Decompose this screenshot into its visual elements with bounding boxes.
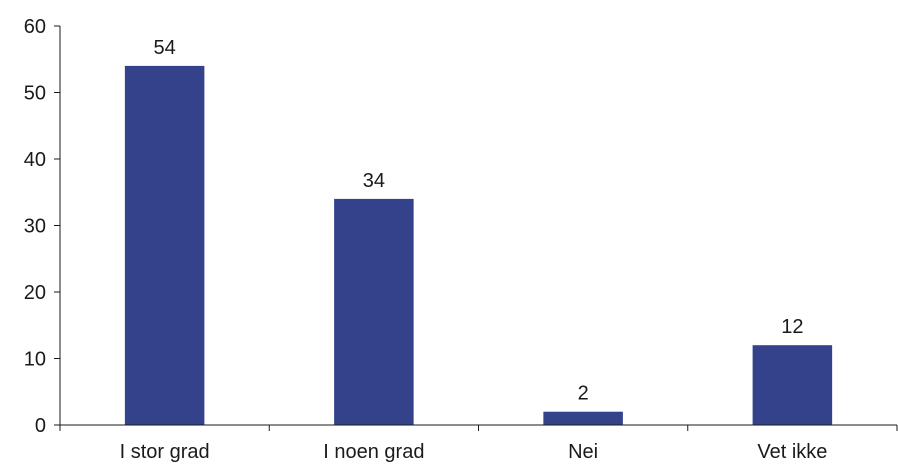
y-tick-label: 10 (24, 349, 46, 371)
bar-value-label: 54 (154, 37, 176, 59)
bar-value-label: 2 (578, 383, 589, 405)
x-category-label: I stor grad (120, 441, 210, 463)
x-category-label: I noen grad (323, 441, 424, 463)
y-tick-label: 30 (24, 216, 46, 238)
bar-nei (543, 412, 623, 425)
x-axis: I stor grad I noen grad Nei Vet ikke (60, 425, 897, 463)
y-tick-label: 40 (24, 149, 46, 171)
bar-i-stor-grad (125, 66, 205, 425)
y-tick-label: 0 (35, 415, 46, 437)
y-tick-label: 20 (24, 282, 46, 304)
bar-value-label: 12 (781, 316, 803, 338)
bars (125, 66, 832, 425)
y-tick-label: 60 (24, 16, 46, 38)
bar-vet-ikke (753, 345, 833, 425)
data-labels: 54 34 2 12 (154, 37, 804, 405)
bar-i-noen-grad (334, 199, 414, 425)
x-category-label: Nei (568, 441, 598, 463)
y-tick-label: 50 (24, 83, 46, 105)
x-category-label: Vet ikke (757, 441, 827, 463)
bar-value-label: 34 (363, 170, 385, 192)
y-axis: 0 10 20 30 40 50 60 (24, 16, 60, 437)
